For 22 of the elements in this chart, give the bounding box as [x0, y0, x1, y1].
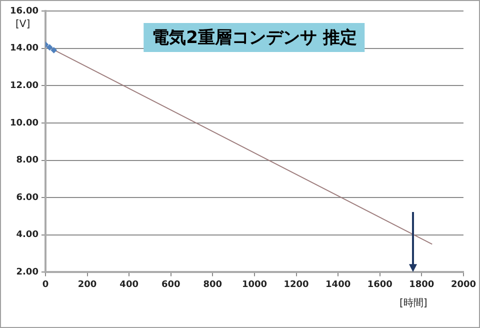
- x-axis-title: [時間]: [399, 296, 428, 310]
- y-tick-label: 6.00: [16, 192, 38, 203]
- text: 電気2重層コンデンサ 推定: [144, 23, 365, 52]
- x-tick-label: 800: [203, 280, 222, 290]
- x-tick-label: 1200: [284, 280, 309, 290]
- y-tick-label: 14.00: [10, 44, 38, 54]
- y-tick-label: 10.00: [10, 118, 38, 128]
- x-tick-label: 1400: [326, 280, 351, 290]
- x-tick-label: 1600: [367, 280, 392, 290]
- x-tick-label: 2000: [450, 280, 476, 290]
- x-tick-label: 200: [78, 280, 97, 290]
- y-tick-label: 8.00: [16, 156, 38, 166]
- x-tick-label: 1800: [409, 280, 434, 290]
- y-tick-label: 16.00: [10, 6, 38, 16]
- x-tick-label: 400: [120, 280, 138, 290]
- y-tick-label: 12.00: [10, 80, 38, 91]
- x-tick-label: 0: [42, 280, 49, 290]
- x-tick-label: 1000: [242, 280, 268, 290]
- y-tick-label: 4.00: [16, 230, 38, 240]
- y-axis-title: [V]: [15, 19, 30, 30]
- y-tick-label: 2.00: [16, 268, 38, 278]
- x-tick-label: 600: [161, 280, 180, 290]
